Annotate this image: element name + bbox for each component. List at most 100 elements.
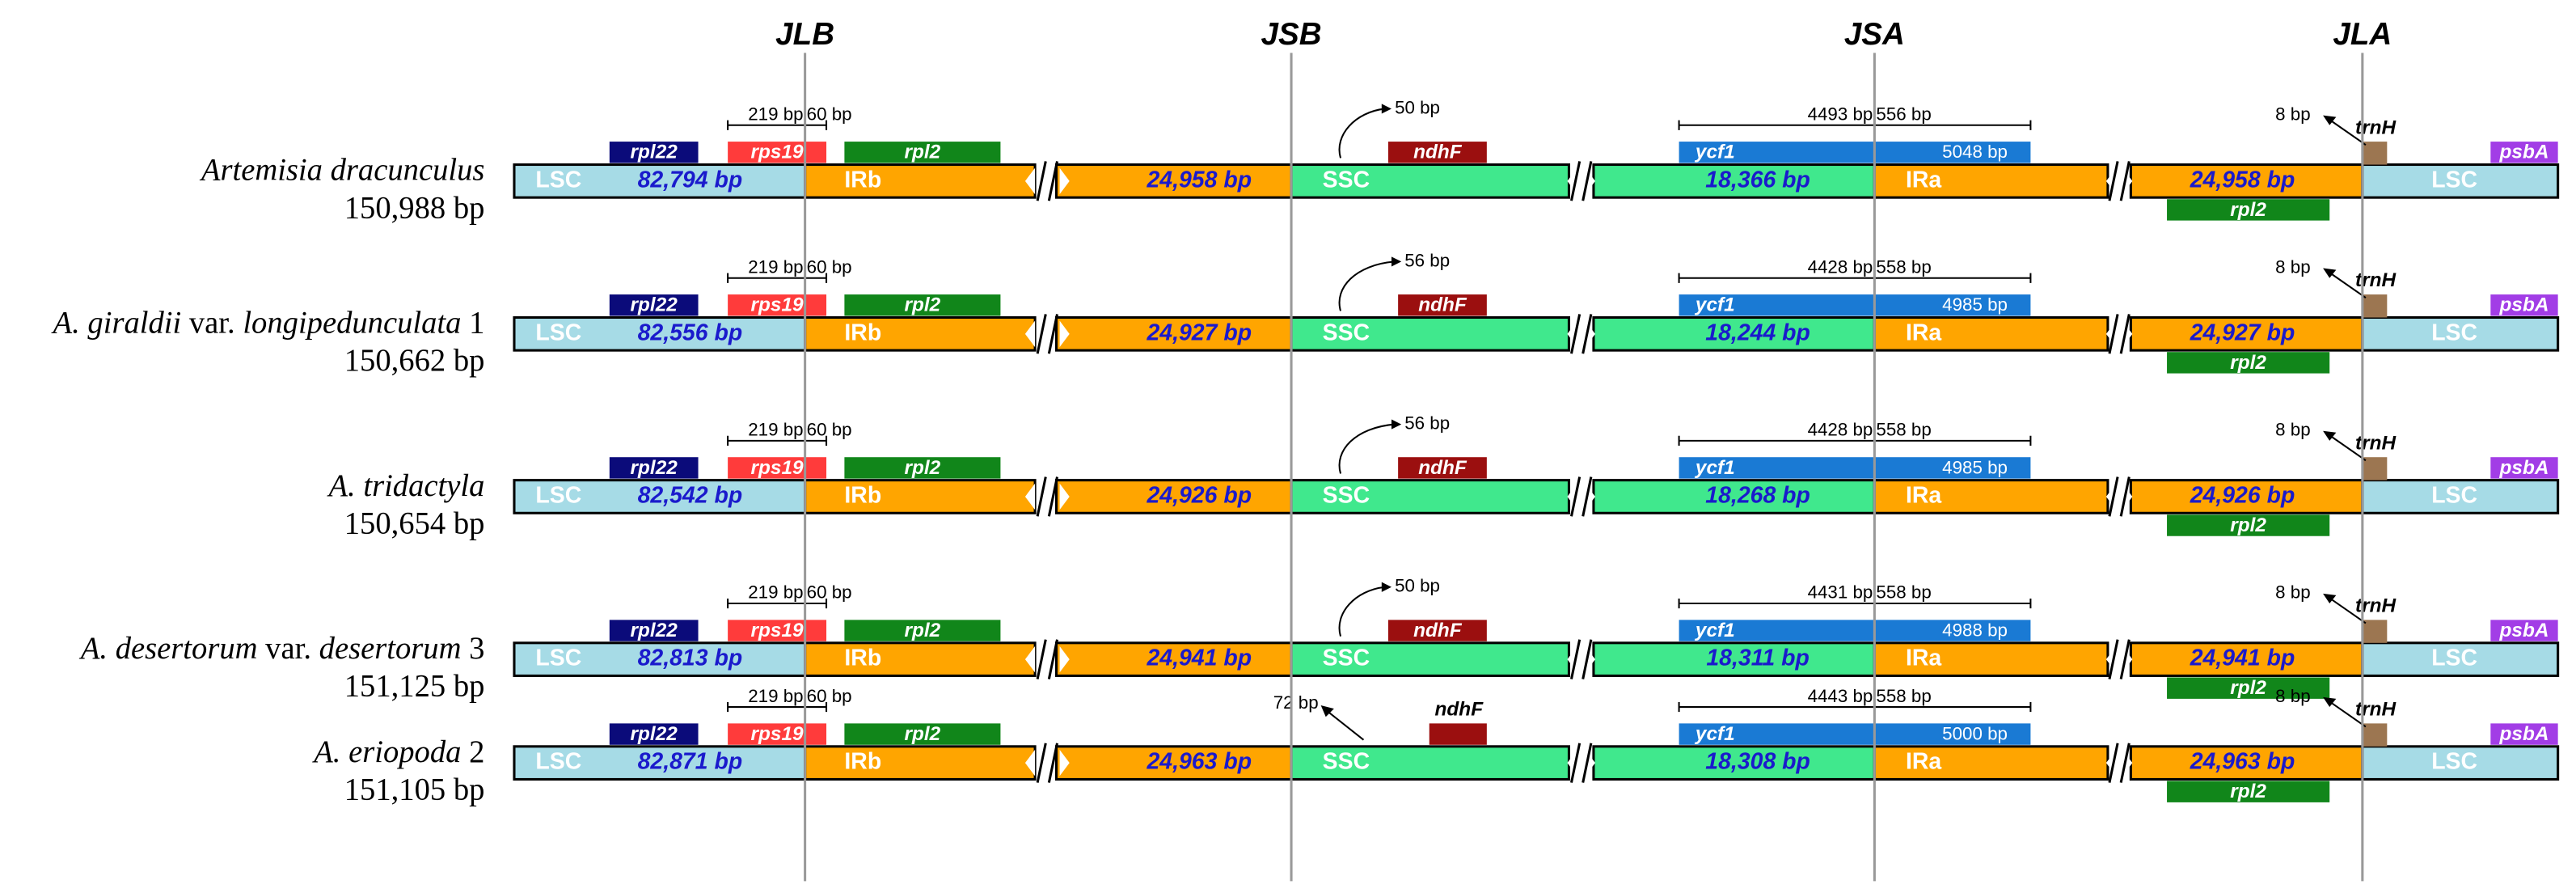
- bracket: [1678, 435, 2032, 446]
- bracket: [727, 435, 828, 446]
- gene-length: 4985 bp: [1942, 457, 2008, 477]
- arrowhead: [1381, 582, 1392, 592]
- break-mark: [2108, 476, 2119, 517]
- bracket: [727, 273, 828, 283]
- gene-label: rpl2: [2230, 514, 2266, 536]
- arrowhead: [1320, 705, 1334, 717]
- gene-label: rpl2: [905, 620, 941, 641]
- name-part: 2: [461, 735, 484, 769]
- bp-label: 219 bp: [748, 582, 803, 603]
- chevron: [1024, 320, 1036, 348]
- bp-label: 558 bp: [1876, 256, 1931, 277]
- bracket: [1678, 120, 2032, 130]
- bp-label: 60 bp: [807, 104, 852, 124]
- name-part: Artemisia dracunculus: [199, 154, 485, 188]
- gene-box: [728, 620, 827, 641]
- break-mark: [1570, 314, 1581, 354]
- chevron: [1024, 167, 1036, 195]
- region: [1290, 315, 1570, 352]
- gene-box: [2490, 620, 2558, 641]
- gene-box: [2362, 457, 2388, 480]
- arrowhead: [1381, 104, 1392, 114]
- chevron: [2122, 167, 2133, 195]
- gene-box: [1679, 142, 2031, 163]
- bracket: [1678, 701, 2032, 713]
- gene-label: rps19: [751, 142, 804, 163]
- gene-label: rpl2: [2230, 352, 2266, 374]
- chevron: [2122, 483, 2133, 510]
- gene-label: rps19: [751, 620, 804, 641]
- gene-label: ycf1: [1694, 142, 1735, 163]
- gene-label: rpl2: [2230, 781, 2266, 802]
- name-part: desertorum: [319, 632, 462, 666]
- bp-label: 8 bp: [2275, 256, 2311, 277]
- gene-box: [1387, 142, 1487, 163]
- region-label: IRa: [1906, 749, 1941, 775]
- region-length: 82,556 bp: [638, 320, 743, 345]
- gene-box: [844, 620, 1001, 641]
- gene-length: 5000 bp: [1942, 724, 2008, 744]
- region-label: SSC: [1323, 167, 1370, 193]
- gene-box: [1679, 294, 2031, 316]
- arrowhead: [2323, 430, 2337, 441]
- break-mark: [2119, 314, 2130, 354]
- region: [513, 163, 807, 199]
- break-mark: [1047, 161, 1059, 201]
- gene-label: psbA: [2499, 142, 2549, 163]
- bp-label: 60 bp: [807, 582, 852, 603]
- gene-box: [2362, 294, 2388, 318]
- break-mark: [2119, 743, 2130, 783]
- gene-box: [844, 723, 1001, 745]
- name-part: longipedunculata: [243, 307, 461, 341]
- chevron: [2122, 645, 2133, 673]
- gene-box: [1429, 723, 1487, 745]
- region-label: IRa: [1906, 482, 1941, 508]
- region: [1054, 163, 1293, 199]
- chevron: [2105, 483, 2117, 510]
- chevron: [2122, 749, 2133, 777]
- bracket: [727, 701, 828, 713]
- region-length: 24,963 bp: [2190, 749, 2295, 775]
- gene-box: [1398, 294, 1487, 316]
- region-label: LSC: [2431, 482, 2477, 508]
- region-length: 18,244 bp: [1705, 320, 1810, 345]
- region-label: LSC: [2431, 749, 2477, 775]
- region-length: 24,941 bp: [1146, 645, 1252, 671]
- bp-label: 72 bp: [1273, 692, 1319, 713]
- region-label: IRa: [1906, 320, 1941, 345]
- bp-label: 219 bp: [748, 104, 803, 124]
- gene-label: psbA: [2499, 294, 2549, 316]
- gene-label: rpl2: [2230, 677, 2266, 699]
- bp-label: 60 bp: [807, 420, 852, 440]
- arrow: [1338, 586, 1385, 637]
- chevron: [1059, 483, 1070, 510]
- region-label: LSC: [535, 482, 581, 508]
- bp-label: 219 bp: [748, 686, 803, 706]
- bp-label: 56 bp: [1404, 250, 1450, 270]
- arrow: [1338, 108, 1385, 159]
- arrow: [2327, 596, 2367, 624]
- species-name: A. eriopoda 2: [311, 735, 484, 769]
- break-mark: [1047, 743, 1059, 783]
- gene-label: ycf1: [1694, 457, 1735, 479]
- gene-box: [728, 142, 827, 163]
- region-label: LSC: [535, 167, 581, 193]
- gene-label: rpl2: [905, 723, 941, 745]
- gene-label: ndhF: [1413, 142, 1463, 163]
- gene-box: [2490, 723, 2558, 745]
- break-mark: [1581, 639, 1593, 679]
- name-part: var.: [181, 307, 243, 341]
- gene-label: ndhF: [1413, 620, 1463, 641]
- break-mark: [1036, 314, 1047, 354]
- break-mark: [1570, 743, 1581, 783]
- chevron: [1024, 483, 1036, 510]
- region: [1290, 163, 1570, 199]
- gene-box: [844, 294, 1001, 316]
- arrow: [1324, 708, 1365, 741]
- gene-label: ndhF: [1418, 457, 1467, 479]
- gene-box: [609, 723, 699, 745]
- region-label: SSC: [1323, 645, 1370, 671]
- bracket: [727, 120, 828, 130]
- break-mark: [1581, 314, 1593, 354]
- gene-box: [844, 142, 1001, 163]
